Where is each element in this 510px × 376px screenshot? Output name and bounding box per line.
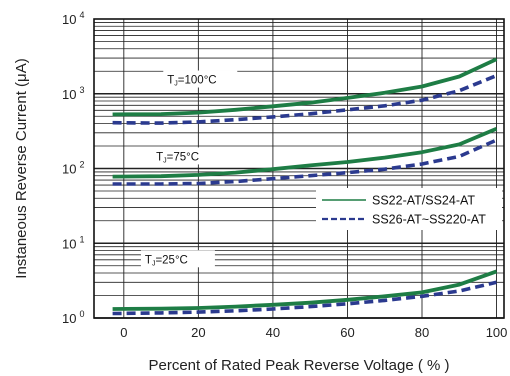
condition-label-text: TJ=100°C	[167, 75, 216, 88]
legend-background	[316, 188, 502, 230]
x-tick-label: 20	[191, 325, 205, 340]
series-lines	[112, 57, 498, 316]
y-tick-label: 10 0	[62, 309, 84, 326]
condition-label-background	[163, 70, 238, 88]
condition-label: TJ=75°C	[152, 147, 227, 165]
y-tick-label: 10 1	[62, 234, 84, 251]
series-line	[112, 127, 498, 179]
y-tick-label: 10 3	[62, 85, 84, 102]
legend-label: SS26-AT~SS220-AT	[372, 213, 486, 227]
series-line	[112, 138, 498, 186]
y-tick-label: 10 2	[62, 160, 84, 177]
x-tick-label: 0	[120, 325, 127, 340]
series-line	[112, 280, 497, 316]
condition-label: TJ=100°C	[163, 70, 238, 88]
x-tick-label: 40	[266, 325, 280, 340]
series-line	[112, 73, 498, 125]
x-axis-label: Percent of Rated Peak Reverse Voltage ( …	[149, 357, 450, 374]
condition-label: TJ=25°C	[140, 250, 215, 268]
x-tick-labels: 0 20 40 60 80 100	[120, 325, 507, 340]
condition-label-text: TJ=25°C	[145, 254, 188, 267]
condition-label-background	[140, 250, 215, 268]
series-line	[112, 269, 498, 311]
legend-item: SS22-AT/SS24-AT	[322, 194, 475, 208]
plot-frame	[93, 18, 505, 319]
legend-label: SS22-AT/SS24-AT	[372, 194, 475, 208]
x-tick-label: 80	[415, 325, 429, 340]
y-tick-label: 10 4	[62, 10, 84, 27]
condition-annotations: TJ=100°C TJ=75°C TJ=25°C	[140, 70, 238, 268]
grid	[94, 19, 504, 319]
legend-item: SS26-AT~SS220-AT	[322, 213, 486, 227]
legend: SS22-AT/SS24-AT SS26-AT~SS220-AT	[316, 188, 502, 230]
condition-label-background	[152, 147, 227, 165]
x-tick-label: 60	[340, 325, 354, 340]
series-line	[112, 57, 498, 117]
x-tick-label: 100	[486, 325, 508, 340]
condition-label-text: TJ=75°C	[156, 151, 199, 164]
y-axis-label: Instaneous Reverse Current (μA)	[13, 58, 30, 278]
